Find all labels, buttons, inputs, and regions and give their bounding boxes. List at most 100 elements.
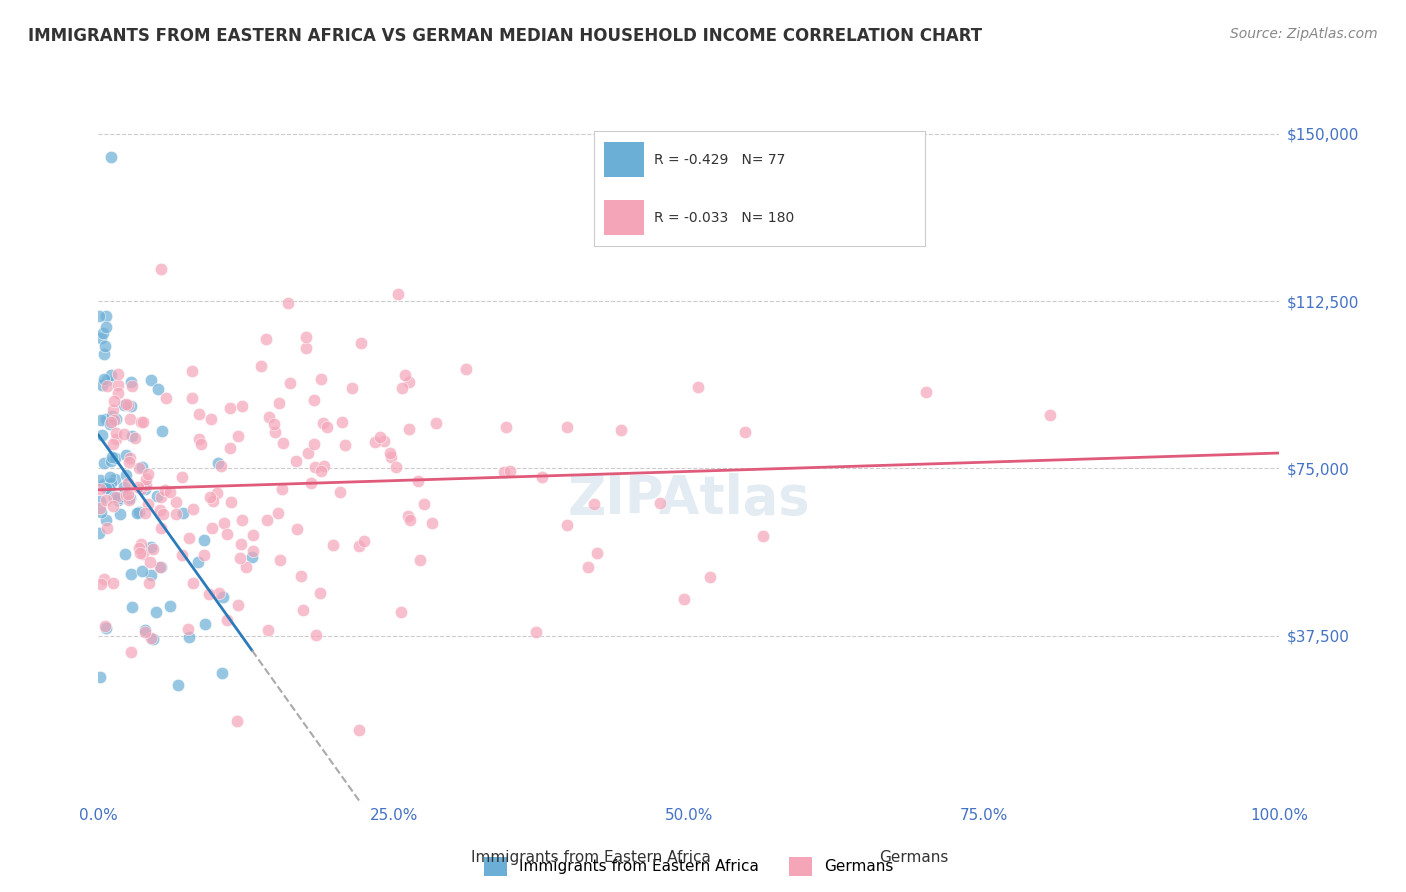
Point (127, 480, 149, 494)
Point (387, 286, 409, 301)
Point (187, 555, 209, 569)
Point (194, 617, 217, 632)
Point (228, 429, 250, 443)
Point (257, 410, 280, 425)
Point (114, 397, 136, 411)
Point (101, 450, 124, 464)
Point (87, 309, 110, 323)
Point (499, 463, 522, 477)
Point (94, 621, 117, 635)
Point (200, 412, 222, 426)
Point (183, 502, 205, 516)
Point (149, 503, 172, 517)
Point (172, 548, 194, 562)
Point (172, 469, 194, 483)
Point (256, 513, 278, 527)
Point (107, 385, 129, 400)
Point (129, 537, 152, 551)
Point (91, 378, 114, 392)
Point (180, 364, 202, 378)
Point (555, 518, 578, 533)
Point (134, 625, 156, 640)
Point (217, 614, 239, 628)
Point (120, 375, 142, 389)
Point (734, 425, 756, 439)
Point (93, 457, 115, 471)
Point (226, 598, 249, 612)
Point (198, 587, 221, 601)
Point (299, 475, 322, 490)
Point (101, 499, 124, 513)
Point (277, 295, 299, 310)
Point (209, 459, 232, 474)
Point (105, 491, 128, 505)
Point (394, 368, 416, 382)
Point (295, 341, 318, 355)
Point (308, 586, 330, 600)
Point (165, 507, 187, 521)
Point (150, 261, 173, 276)
Point (207, 456, 229, 470)
Point (94, 339, 117, 353)
Point (159, 484, 181, 499)
Point (329, 484, 352, 499)
Point (242, 544, 264, 558)
Point (100, 368, 122, 383)
Point (117, 476, 139, 491)
Point (302, 392, 325, 407)
Point (101, 576, 124, 591)
Point (145, 605, 167, 619)
Point (305, 628, 328, 642)
Point (114, 547, 136, 561)
Point (121, 599, 143, 614)
Point (292, 603, 315, 617)
Point (101, 437, 124, 451)
Point (254, 332, 277, 346)
Point (134, 506, 156, 520)
Point (128, 546, 150, 560)
Point (409, 553, 432, 567)
Point (193, 533, 215, 547)
Text: Immigrants from Eastern Africa: Immigrants from Eastern Africa (471, 850, 710, 865)
Point (297, 446, 319, 460)
Point (309, 464, 332, 478)
Point (89, 501, 111, 516)
Point (115, 467, 138, 482)
Point (149, 559, 172, 574)
Point (103, 413, 125, 427)
Point (398, 421, 420, 435)
Point (100, 150, 122, 164)
Point (89, 526, 111, 541)
Point (229, 537, 252, 551)
Point (93, 572, 115, 586)
Point (96, 513, 118, 527)
Point (406, 474, 429, 488)
Point (120, 399, 142, 413)
Point (278, 376, 301, 391)
Point (312, 416, 335, 430)
Point (190, 436, 212, 450)
Point (165, 495, 187, 509)
Point (100, 453, 122, 467)
Point (167, 678, 190, 692)
Point (132, 416, 155, 430)
Point (751, 529, 773, 543)
Point (202, 494, 225, 508)
Point (105, 425, 128, 440)
Text: ZIPAtlas: ZIPAtlas (568, 474, 810, 525)
Point (413, 498, 436, 512)
Point (353, 534, 375, 549)
Point (139, 555, 162, 569)
Point (672, 592, 695, 607)
Point (373, 434, 395, 448)
Point (177, 631, 200, 645)
Point (89, 493, 111, 508)
Point (219, 495, 242, 509)
Point (181, 392, 204, 406)
Point (120, 567, 142, 582)
Point (94, 481, 117, 495)
Point (128, 541, 150, 555)
Point (378, 446, 401, 460)
Point (93, 347, 115, 361)
Point (146, 489, 169, 503)
